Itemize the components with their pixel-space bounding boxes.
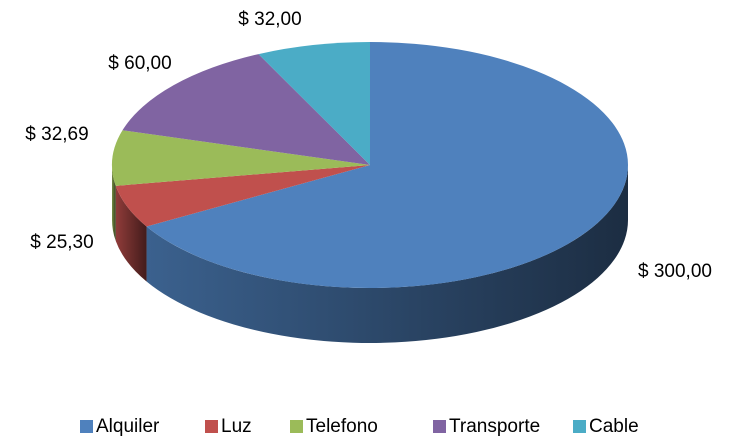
legend-swatch: [290, 420, 303, 433]
legend-label: Transporte: [449, 416, 540, 437]
data-label: $ 32,69: [25, 124, 88, 145]
data-label: $ 60,00: [108, 53, 171, 74]
data-label: $ 25,30: [30, 232, 93, 253]
legend-swatch: [573, 420, 586, 433]
slice: [115, 165, 370, 227]
slice-side: [115, 185, 147, 282]
slice: [122, 54, 370, 165]
slice: [146, 42, 628, 288]
legend-label: Cable: [589, 416, 639, 437]
legend-label: Luz: [221, 416, 252, 437]
data-label: $ 32,00: [238, 9, 301, 30]
data-label: $ 300,00: [638, 261, 712, 282]
slice: [111, 130, 370, 186]
legend-label: Alquiler: [96, 416, 160, 437]
legend-swatch: [205, 420, 218, 433]
legend-swatch: [433, 420, 446, 433]
slice-side: [112, 165, 116, 241]
slice: [258, 42, 370, 165]
slice-side: [146, 165, 628, 343]
legend-swatch: [80, 420, 93, 433]
legend-label: Telefono: [306, 416, 378, 437]
